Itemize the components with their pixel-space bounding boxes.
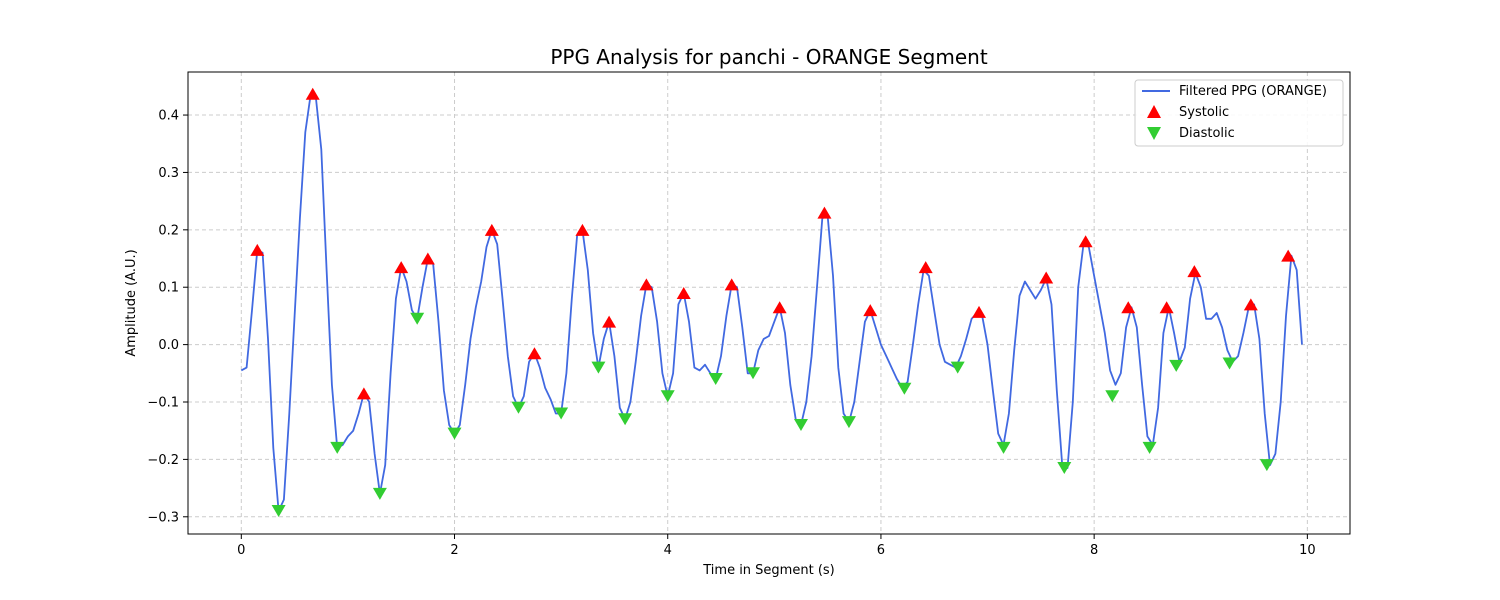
x-tick-label: 4 xyxy=(664,543,672,558)
x-tick-label: 8 xyxy=(1090,543,1098,558)
systolic-marker xyxy=(602,315,617,328)
diastolic-marker xyxy=(554,407,569,420)
systolic-marker xyxy=(639,278,654,291)
diastolic-marker xyxy=(1057,462,1072,474)
diastolic-marker xyxy=(746,367,761,380)
systolic-marker xyxy=(918,261,933,274)
x-axis-label: Time in Segment (s) xyxy=(702,563,834,578)
y-tick-label: −0.3 xyxy=(147,510,179,525)
diastolic-marker xyxy=(447,427,462,440)
y-tick-label: 0.3 xyxy=(158,166,179,181)
chart-title: PPG Analysis for panchi - ORANGE Segment xyxy=(550,45,988,69)
systolic-marker xyxy=(676,286,691,299)
systolic-marker xyxy=(527,347,542,360)
systolic-marker xyxy=(484,223,499,236)
tick-layer: 0 2 4 6 8 10 −0.3 −0.2 −0.1 0.0 0.1 0.2 0.3 0.4 xyxy=(147,109,1315,558)
legend: Filtered PPG (ORANGE) Systolic Diastolic xyxy=(1134,79,1344,147)
diastolic-marker xyxy=(1222,357,1237,370)
systolic-marker xyxy=(1159,301,1174,314)
diastolic-marker xyxy=(591,361,606,374)
y-axis-label: Amplitude (A.U.) xyxy=(124,249,139,356)
systolic-marker xyxy=(1187,265,1202,278)
diastolic-marker xyxy=(1105,390,1120,403)
diastolic-marker xyxy=(372,487,387,500)
ppg-series-line xyxy=(240,94,1303,512)
y-tick-label: 0.1 xyxy=(158,281,179,296)
systolic-marker xyxy=(1039,271,1054,284)
systolic-marker xyxy=(1281,249,1296,262)
systolic-marker xyxy=(1121,301,1136,314)
legend-diastolic-swatch xyxy=(1147,127,1161,140)
legend-box xyxy=(1134,79,1344,147)
y-tick-label: 0.4 xyxy=(158,109,179,124)
systolic-marker xyxy=(772,301,787,314)
diastolic-marker xyxy=(708,373,723,386)
series-markers xyxy=(250,87,1296,518)
diastolic-marker xyxy=(897,382,912,395)
x-tick-label: 0 xyxy=(237,543,245,558)
legend-label-diastolic: Diastolic xyxy=(1179,126,1235,141)
diastolic-marker xyxy=(996,441,1011,454)
plot-frame xyxy=(187,71,1351,535)
legend-label-line: Filtered PPG (ORANGE) xyxy=(1179,84,1327,99)
diastolic-marker xyxy=(1142,441,1157,454)
x-tick-label: 2 xyxy=(450,543,458,558)
systolic-marker xyxy=(1243,298,1258,311)
systolic-marker xyxy=(972,305,987,318)
y-tick-label: −0.1 xyxy=(147,396,179,411)
x-tick-label: 10 xyxy=(1299,543,1316,558)
systolic-marker xyxy=(1078,235,1093,248)
diastolic-marker xyxy=(1169,359,1184,372)
diastolic-marker xyxy=(660,390,675,403)
x-tick-label: 6 xyxy=(877,543,885,558)
diastolic-marker xyxy=(793,418,808,431)
y-tick-label: −0.2 xyxy=(147,453,179,468)
diastolic-marker xyxy=(410,312,425,325)
diastolic-marker xyxy=(511,401,526,414)
systolic-marker xyxy=(250,243,265,256)
systolic-marker xyxy=(420,252,435,265)
diastolic-marker xyxy=(841,416,856,429)
systolic-marker xyxy=(817,206,832,219)
systolic-marker xyxy=(575,223,590,236)
y-tick-label: 0.0 xyxy=(158,338,179,353)
systolic-marker xyxy=(724,278,739,291)
legend-label-systolic: Systolic xyxy=(1179,105,1229,120)
diastolic-marker xyxy=(618,413,633,426)
legend-systolic-swatch xyxy=(1147,105,1161,118)
systolic-marker xyxy=(356,387,371,400)
diastolic-marker xyxy=(330,441,345,454)
systolic-marker xyxy=(305,87,320,100)
systolic-marker xyxy=(394,261,409,274)
series-lines xyxy=(240,94,1303,512)
diastolic-marker xyxy=(271,505,286,518)
diastolic-marker xyxy=(1259,459,1274,472)
diastolic-marker xyxy=(950,361,965,374)
systolic-marker xyxy=(863,304,878,317)
y-tick-label: 0.2 xyxy=(158,223,179,238)
